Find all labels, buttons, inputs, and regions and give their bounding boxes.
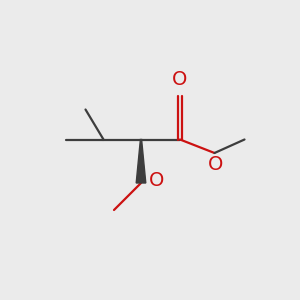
- Text: O: O: [148, 171, 164, 190]
- Text: O: O: [208, 154, 223, 173]
- Text: O: O: [172, 70, 188, 89]
- Polygon shape: [136, 140, 146, 183]
